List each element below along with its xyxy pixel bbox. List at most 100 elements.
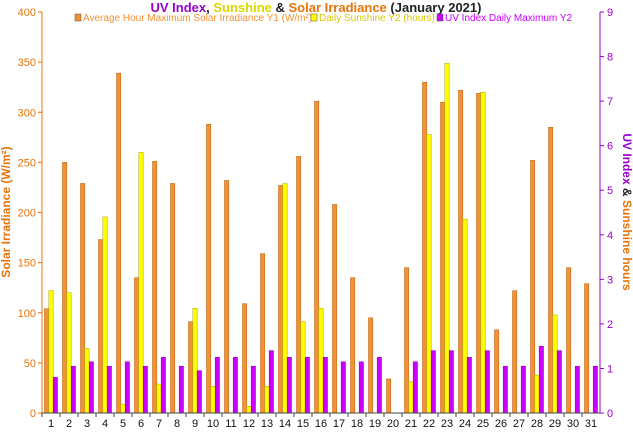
bar <box>422 81 428 414</box>
title-part: Solar Irradiance <box>289 0 387 15</box>
bar <box>534 374 540 414</box>
x-tick-label: 25 <box>477 418 489 430</box>
bar <box>358 361 364 414</box>
bar <box>116 72 122 414</box>
bar <box>188 321 194 414</box>
x-tick-label: 27 <box>513 418 525 430</box>
bar <box>286 357 292 414</box>
bar <box>160 357 166 414</box>
bar <box>282 183 288 414</box>
bar <box>170 183 176 414</box>
x-tick-label: 3 <box>84 418 90 430</box>
bar <box>538 345 544 414</box>
bar <box>376 357 382 414</box>
bar <box>84 348 90 414</box>
left-tick-label: 250 <box>18 157 36 169</box>
bar <box>426 134 432 414</box>
bar <box>448 350 454 414</box>
x-tick-label: 24 <box>459 418 471 430</box>
bar <box>322 357 328 414</box>
bar <box>224 180 230 414</box>
left-tick-label: 300 <box>18 107 36 119</box>
bar <box>574 365 580 414</box>
x-tick-label: 2 <box>66 418 72 430</box>
bar <box>458 89 464 414</box>
x-tick-label: 17 <box>333 418 345 430</box>
bar <box>556 350 562 414</box>
x-tick-label: 16 <box>315 418 327 430</box>
bar <box>66 292 72 414</box>
right-tick-label: 8 <box>607 52 613 64</box>
left-tick-label: 0 <box>30 408 36 420</box>
left-tick-label: 200 <box>18 208 36 220</box>
right-tick-label: 4 <box>607 230 613 242</box>
bar <box>196 370 202 414</box>
x-tick-label: 4 <box>102 418 108 430</box>
bar <box>70 365 76 414</box>
bar <box>264 386 270 414</box>
x-tick-label: 19 <box>369 418 381 430</box>
x-tick-label: 29 <box>549 418 561 430</box>
bar <box>484 350 490 414</box>
title-part: (January 2021) <box>387 0 482 15</box>
x-tick-label: 5 <box>120 418 126 430</box>
x-tick-label: 14 <box>279 418 291 430</box>
x-tick-label: 8 <box>174 418 180 430</box>
x-tick-label: 22 <box>423 418 435 430</box>
x-tick-label: 12 <box>243 418 255 430</box>
bar <box>246 406 252 414</box>
left-tick-label: 150 <box>18 258 36 270</box>
bar <box>584 283 590 414</box>
bar <box>178 365 184 414</box>
chart-title: UV Index, Sunshine & Solar Irradiance (J… <box>151 0 482 15</box>
bar <box>156 383 162 414</box>
bar <box>502 365 508 414</box>
bar <box>368 317 374 414</box>
bars-group <box>44 62 598 414</box>
bar <box>250 365 256 414</box>
legend-label: UV Index Daily Maximum Y2 <box>445 13 573 24</box>
bar <box>430 350 436 414</box>
bar <box>304 357 310 414</box>
bar <box>206 124 212 414</box>
bar <box>214 357 220 414</box>
bar <box>462 218 468 414</box>
bar <box>44 308 50 414</box>
y-axis-right-title-part: UV Index <box>620 133 633 185</box>
bar <box>350 277 356 414</box>
x-tick-label: 11 <box>225 418 236 430</box>
right-tick-label: 6 <box>607 141 613 153</box>
right-tick-label: 7 <box>607 96 613 108</box>
bar <box>268 350 274 414</box>
legend-label: Daily Sunshine Y2 (hours) <box>319 13 435 24</box>
bar <box>476 92 482 414</box>
right-tick-label: 1 <box>607 363 613 375</box>
bar <box>102 216 108 414</box>
bar <box>318 308 324 414</box>
left-tick-label: 400 <box>18 7 36 19</box>
bar <box>260 253 266 414</box>
bar <box>152 161 158 414</box>
x-tick-label: 7 <box>156 418 162 430</box>
x-tick-label: 13 <box>261 418 273 430</box>
legend-swatch <box>310 13 318 22</box>
axis-titles: Solar Irradiance (W/m²) UV Index & Sunshi… <box>0 133 633 291</box>
x-tick-label: 18 <box>351 418 363 430</box>
right-tick-label: 0 <box>607 408 613 420</box>
legend-label: Average Hour Maximum Solar Irradiance Y1… <box>83 13 312 24</box>
bar <box>404 267 410 414</box>
title-part: & <box>272 0 289 15</box>
bar <box>548 127 554 414</box>
bar <box>444 62 450 414</box>
x-tick-label: 26 <box>495 418 507 430</box>
bar <box>210 386 216 414</box>
bar <box>494 329 500 414</box>
bar <box>408 381 414 414</box>
bar <box>124 361 130 414</box>
bar <box>134 277 140 414</box>
x-tick-label: 23 <box>441 418 453 430</box>
title-part: , <box>206 0 213 15</box>
bar <box>592 365 598 414</box>
x-tick-label: 1 <box>48 418 54 430</box>
